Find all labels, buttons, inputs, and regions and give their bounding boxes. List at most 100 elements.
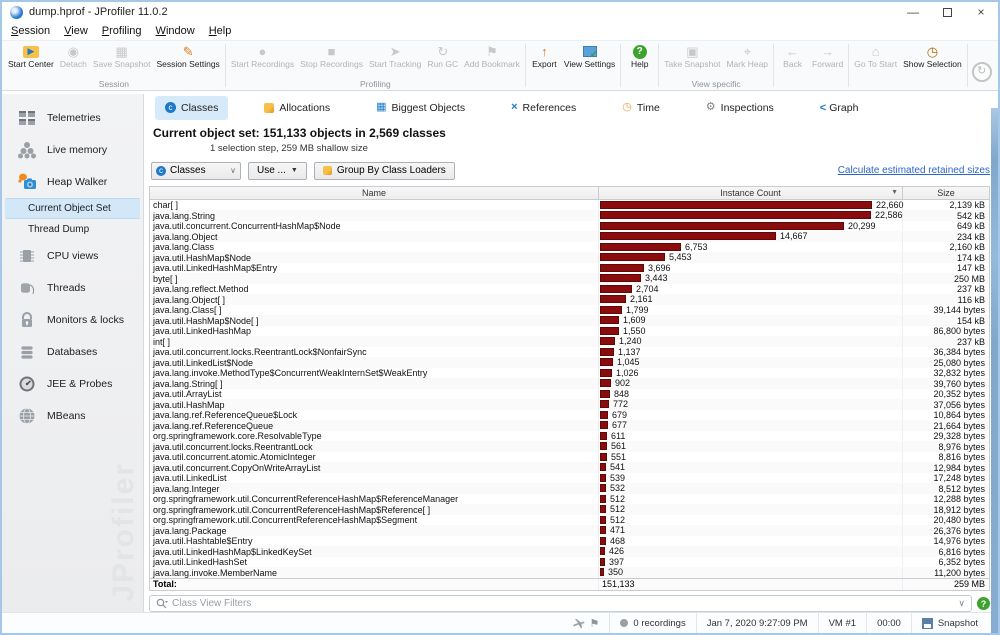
table-row[interactable]: java.lang.reflect.Method 2,704 237 kB [150, 283, 989, 295]
table-row[interactable]: java.util.ArrayList 848 20,352 bytes [150, 388, 989, 400]
table-row[interactable]: java.lang.Package 471 26,376 bytes [150, 525, 989, 536]
instance-count-cell: 772 [598, 399, 902, 410]
table-row[interactable]: java.util.LinkedHashSet 397 6,352 bytes [150, 556, 989, 568]
column-header-instance-count[interactable]: Instance Count ▼ [598, 186, 902, 199]
table-row[interactable]: java.lang.Object 14,667 234 kB [150, 231, 989, 242]
save-snapshot-button[interactable]: ▦ Save Snapshot [92, 43, 151, 69]
start-center-button[interactable]: ▶ Start Center [5, 41, 57, 79]
filter-input[interactable] [172, 598, 959, 609]
tab-time[interactable]: ◷ Time [622, 101, 660, 114]
close-button[interactable]: × [977, 5, 985, 19]
sidebar-item-current-object-set[interactable]: Current Object Set [5, 198, 140, 219]
table-row[interactable]: java.util.concurrent.locks.ReentrantLock… [150, 346, 989, 358]
table-row[interactable]: java.util.LinkedList 539 17,248 bytes [150, 472, 989, 484]
column-header-size[interactable]: Size [902, 186, 989, 199]
title-bar: dump.hprof - JProfiler 11.0.2 — × [2, 2, 998, 22]
class-view-filter[interactable]: ∨ [149, 595, 972, 612]
sidebar-item-monitors-locks[interactable]: Monitors & locks [2, 304, 143, 336]
sidebar-item-databases[interactable]: Databases [2, 336, 143, 368]
maximize-button[interactable] [930, 2, 964, 22]
mark-heap-button[interactable]: ⌖ Mark Heap [726, 43, 769, 69]
menu-view[interactable]: View [64, 25, 88, 37]
table-row[interactable]: byte[ ] 3,443 250 MB [150, 273, 989, 284]
table-row[interactable]: java.util.Hashtable$Entry 468 14,976 bytes [150, 535, 989, 547]
table-row[interactable]: java.util.concurrent.atomic.AtomicIntege… [150, 451, 989, 463]
instance-count-bar [600, 232, 776, 241]
table-row[interactable]: java.util.concurrent.CopyOnWriteArrayLis… [150, 462, 989, 473]
tab-classes[interactable]: c Classes [155, 95, 229, 120]
view-controls: c Classes ∨ Use ... ▼ Group By Class Loa… [151, 161, 990, 180]
table-row[interactable]: org.springframework.util.ConcurrentRefer… [150, 514, 989, 526]
table-row[interactable]: org.springframework.util.ConcurrentRefer… [150, 493, 989, 505]
size-cell: 250 MB [902, 273, 989, 284]
view-settings-button[interactable]: View Settings [561, 41, 618, 79]
table-row[interactable]: java.util.HashMap$Node 5,453 174 kB [150, 252, 989, 263]
menu-window[interactable]: Window [155, 25, 195, 37]
menu-profiling[interactable]: Profiling [101, 25, 142, 37]
calculate-retained-sizes-link[interactable]: Calculate estimated retained sizes [837, 165, 990, 177]
add-bookmark-button[interactable]: ⚑ Add Bookmark [464, 43, 520, 69]
session-settings-button[interactable]: ✎ Session Settings [156, 43, 220, 69]
sidebar-item-heap-walker[interactable]: Heap Walker [2, 166, 143, 198]
filter-help-icon[interactable]: ? [977, 597, 990, 610]
column-header-name[interactable]: Name [361, 187, 386, 198]
menu-help[interactable]: Help [208, 25, 232, 37]
table-row[interactable]: char[ ] 22,660 2,139 kB [150, 199, 989, 211]
airplane-icon[interactable] [572, 617, 585, 629]
table-row[interactable]: java.lang.Object[ ] 2,161 116 kB [150, 294, 989, 305]
take-snapshot-button[interactable]: ▣ Take Snapshot [664, 43, 721, 69]
sidebar-item-mbeans[interactable]: MBeans [2, 400, 143, 432]
table-row[interactable]: java.lang.ref.ReferenceQueue$Lock 679 10,8… [150, 409, 989, 421]
run-gc-button[interactable]: ↻ Run GC [427, 43, 459, 69]
table-row[interactable]: java.lang.Integer 532 8,512 bytes [150, 483, 989, 494]
start-tracking-button[interactable]: ➤ Start Tracking [368, 43, 422, 69]
sidebar-item-thread-dump[interactable]: Thread Dump [28, 224, 90, 235]
export-button[interactable]: ↑ Export [532, 44, 557, 69]
table-row[interactable]: java.lang.invoke.MemberName 350 11,200 byt… [150, 567, 989, 578]
forward-button[interactable]: → Forward [812, 44, 844, 69]
tab-biggest-objects[interactable]: ▦ Biggest Objects [376, 101, 466, 114]
group-by-class-loaders-button[interactable]: Group By Class Loaders [313, 161, 455, 180]
start-recordings-button[interactable]: ● Start Recordings [230, 44, 295, 69]
back-button[interactable]: ← Back [783, 44, 802, 69]
table-row[interactable]: java.util.LinkedHashMap$LinkedKeySet 426 6… [150, 546, 989, 557]
tab-inspections[interactable]: ⚙ Inspections [705, 101, 774, 114]
class-name-cell: java.util.LinkedHashSet [153, 557, 248, 568]
use-button[interactable]: Use ... ▼ [248, 161, 307, 180]
class-name-cell: java.util.concurrent.locks.ReentrantLock [153, 441, 313, 452]
tab-allocations[interactable]: Allocations [254, 96, 340, 120]
sidebar-item-threads[interactable]: Threads [2, 272, 143, 304]
menu-session[interactable]: Session [11, 25, 51, 37]
help-button[interactable]: ? Help [623, 41, 656, 79]
table-row[interactable]: org.springframework.util.ConcurrentRefer… [150, 504, 989, 515]
table-row[interactable]: java.util.concurrent.locks.ReentrantLock… [150, 441, 989, 452]
table-row[interactable]: java.lang.invoke.MethodType$ConcurrentWe… [150, 367, 989, 379]
table-row[interactable]: java.util.LinkedHashMap 1,550 86,800 bytes [150, 325, 989, 337]
detach-button[interactable]: ◉ Detach [59, 43, 87, 69]
table-row[interactable]: java.lang.Class 6,753 2,160 kB [150, 241, 989, 253]
table-row[interactable]: java.util.LinkedList$Node 1,045 25,080 byt… [150, 357, 989, 368]
table-row[interactable]: java.lang.String 22,586 542 kB [150, 210, 989, 221]
go-to-start-button[interactable]: ⌂ Go To Start [854, 44, 898, 69]
tab-graph[interactable]: < Graph [819, 101, 859, 114]
table-row[interactable]: org.springframework.core.ResolvableType 6… [150, 430, 989, 442]
table-row[interactable]: java.util.HashMap$Node[ ] 1,609 154 kB [150, 315, 989, 326]
table-row[interactable]: java.util.HashMap 772 37,056 bytes [150, 399, 989, 410]
show-selection-button[interactable]: ◷ Show Selection [903, 43, 962, 69]
sidebar-item-cpu-views[interactable]: CPU views [2, 240, 143, 272]
sidebar-item-jee-probes[interactable]: JEE & Probes [2, 368, 143, 400]
tab-references[interactable]: × References [511, 101, 577, 114]
table-row[interactable]: java.util.LinkedHashMap$Entry 3,696 147 kB [150, 262, 989, 274]
stop-recordings-button[interactable]: ■ Stop Recordings [300, 44, 363, 69]
table-row[interactable]: java.lang.Class[ ] 1,799 39,144 bytes [150, 304, 989, 316]
size-cell: 10,864 bytes [902, 410, 989, 421]
table-row[interactable]: java.lang.String[ ] 902 39,760 bytes [150, 378, 989, 389]
view-mode-select[interactable]: c Classes ∨ [151, 161, 241, 180]
table-row[interactable]: java.lang.ref.ReferenceQueue 677 21,664 by… [150, 420, 989, 431]
table-row[interactable]: java.util.concurrent.ConcurrentHashMap$N… [150, 220, 989, 232]
table-row[interactable]: int[ ] 1,240 237 kB [150, 336, 989, 347]
minimize-button[interactable]: — [907, 5, 919, 19]
flag-icon[interactable]: ⚑ [589, 617, 600, 630]
sidebar-item-live-memory[interactable]: Live memory [2, 134, 143, 166]
sidebar-item-telemetries[interactable]: Telemetries [2, 102, 143, 134]
